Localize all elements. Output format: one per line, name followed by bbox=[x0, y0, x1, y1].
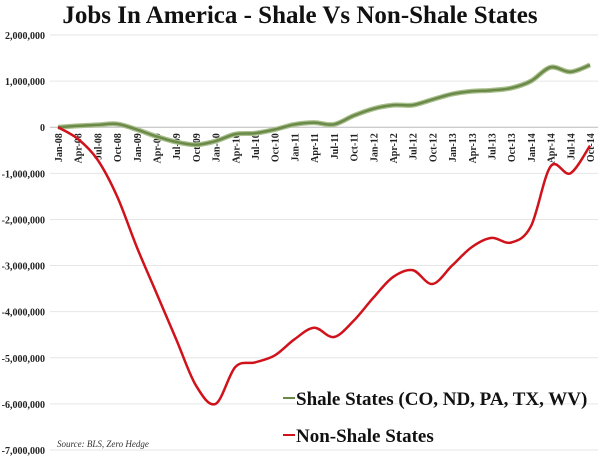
x-tick-label: Jan-12 bbox=[369, 133, 380, 162]
y-tick-label: -2,000,000 bbox=[2, 215, 45, 226]
y-tick-label: 2,000,000 bbox=[5, 31, 45, 42]
x-tick-label: Jul-08 bbox=[93, 133, 104, 160]
x-tick-label: Oct-13 bbox=[507, 133, 518, 162]
y-tick-label: -5,000,000 bbox=[2, 354, 45, 365]
x-tick-label: Jan-08 bbox=[54, 133, 65, 162]
x-tick-label: Jan-11 bbox=[290, 133, 301, 161]
chart-title: Jobs In America - Shale Vs Non-Shale Sta… bbox=[62, 2, 538, 29]
x-tick-label: Jan-09 bbox=[133, 133, 144, 162]
y-tick-label: 0 bbox=[40, 123, 45, 134]
x-tick-label: Jan-14 bbox=[527, 133, 538, 162]
x-tick-label: Apr-12 bbox=[389, 133, 400, 163]
source-note: Source: BLS, Zero Hedge bbox=[57, 439, 149, 449]
x-tick-label: Oct-14 bbox=[586, 133, 597, 162]
y-tick-label: -3,000,000 bbox=[2, 262, 45, 273]
x-tick-label: Oct-11 bbox=[350, 133, 361, 161]
series-shale-glow bbox=[57, 62, 591, 148]
x-tick-label: Oct-09 bbox=[192, 133, 203, 162]
x-tick-label: Apr-09 bbox=[153, 133, 164, 163]
series-shale-line bbox=[57, 63, 591, 146]
y-tick-label: -7,000,000 bbox=[2, 446, 45, 457]
x-tick-label: Jul-12 bbox=[409, 133, 420, 160]
series-non-shale-line bbox=[57, 126, 592, 406]
y-tick-label: -1,000,000 bbox=[2, 169, 45, 180]
x-tick-label: Apr-08 bbox=[74, 133, 85, 163]
x-tick-label: Jul-14 bbox=[566, 133, 577, 160]
x-tick-label: Apr-13 bbox=[468, 133, 479, 163]
y-tick-label: 1,000,000 bbox=[5, 77, 45, 88]
x-tick-label: Jan-13 bbox=[448, 133, 459, 162]
x-tick-label: Apr-14 bbox=[547, 133, 558, 163]
x-tick-label: Jul-09 bbox=[172, 133, 183, 160]
x-tick-label: Apr-11 bbox=[310, 133, 321, 163]
x-tick-label: Jul-11 bbox=[330, 133, 341, 159]
x-tick-label: Jan-10 bbox=[212, 133, 223, 162]
x-tick-label: Oct-10 bbox=[271, 133, 282, 162]
x-tick-label: Oct-12 bbox=[428, 133, 439, 162]
y-tick-label: -6,000,000 bbox=[2, 400, 45, 411]
x-tick-label: Apr-10 bbox=[231, 133, 242, 163]
x-tick-label: Oct-08 bbox=[113, 133, 124, 162]
legend-label: Non-Shale States bbox=[296, 426, 434, 447]
legend-label: Shale States (CO, ND, PA, TX, WV) bbox=[296, 389, 587, 410]
x-tick-label: Jul-13 bbox=[487, 133, 498, 160]
y-tick-label: -4,000,000 bbox=[2, 308, 45, 319]
x-tick-label: Jul-10 bbox=[251, 133, 262, 160]
